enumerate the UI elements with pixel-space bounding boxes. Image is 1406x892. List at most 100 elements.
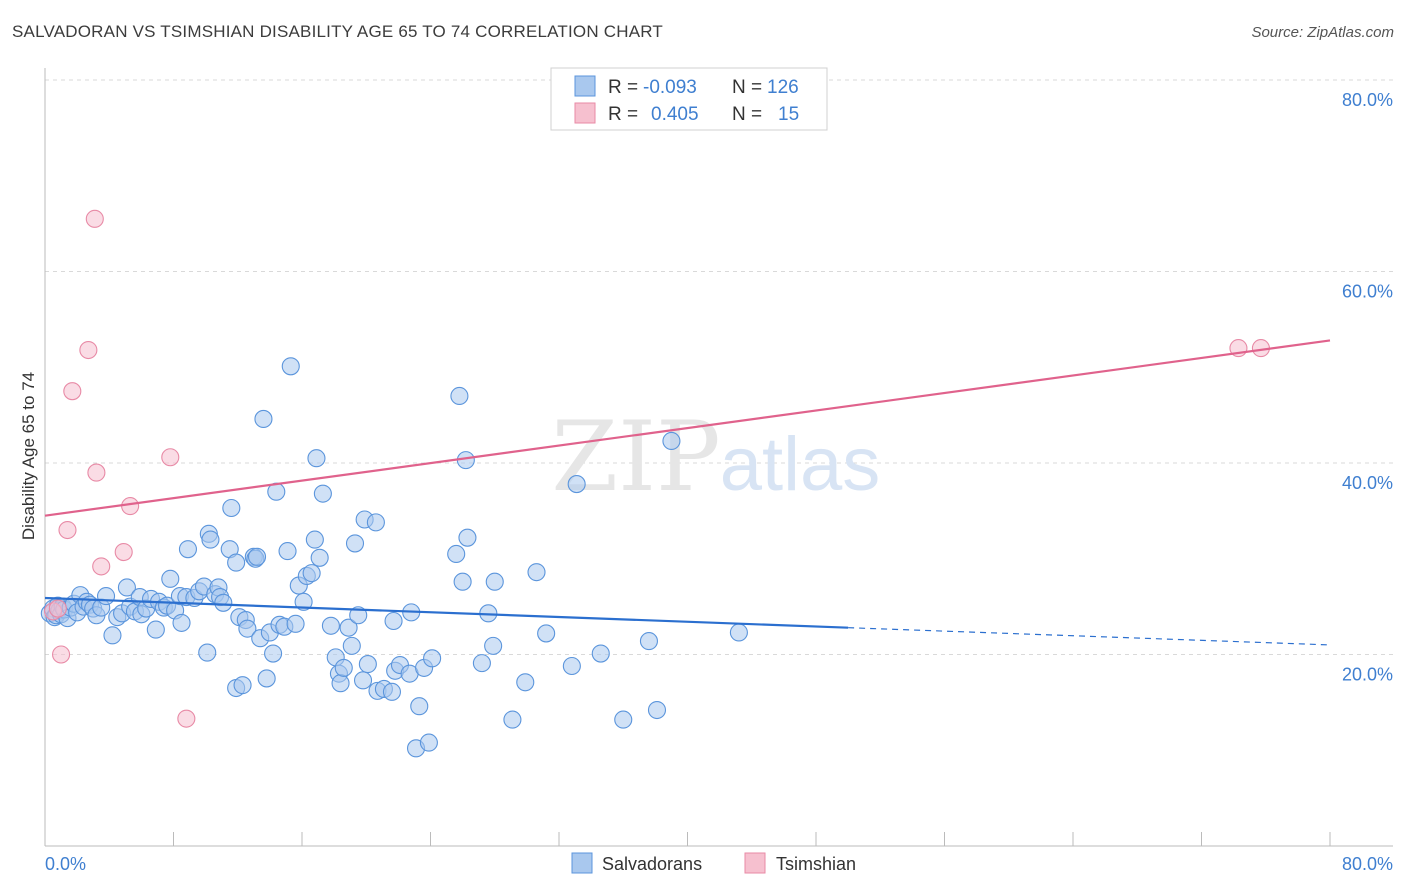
- data-point-salvadorans: [172, 613, 191, 632]
- legend: R = -0.093 N = 126 R = 0.405 N = 15: [550, 67, 828, 131]
- data-point-tsimshian: [177, 709, 196, 728]
- data-point-tsimshian: [161, 448, 180, 467]
- data-point-salvadorans: [96, 587, 116, 606]
- data-point-salvadorans: [485, 572, 504, 591]
- data-point-salvadorans: [423, 649, 442, 668]
- legend-r-value: 0.405: [651, 104, 699, 125]
- legend-r-label: R =: [608, 77, 638, 98]
- data-point-salvadorans: [345, 534, 365, 553]
- data-point-salvadorans: [384, 611, 403, 631]
- chart-title: SALVADORAN VS TSIMSHIAN DISABILITY AGE 6…: [12, 22, 664, 41]
- data-point-salvadorans: [516, 673, 535, 692]
- axes: [44, 68, 1393, 847]
- data-point-salvadorans: [161, 569, 180, 588]
- data-point-salvadorans: [302, 564, 321, 583]
- bottom-legend-label: Salvadorans: [602, 854, 702, 874]
- data-point-salvadorans: [238, 619, 257, 638]
- grid-lines: [45, 79, 1393, 655]
- y-tick-label: 40.0%: [1342, 473, 1393, 493]
- data-point-salvadorans: [591, 644, 610, 663]
- legend-n-label: N =: [732, 77, 762, 98]
- data-point-salvadorans: [334, 658, 353, 677]
- data-point-salvadorans: [458, 528, 477, 547]
- data-point-salvadorans: [214, 593, 233, 612]
- data-point-salvadorans: [247, 547, 267, 566]
- data-point-salvadorans: [382, 682, 402, 701]
- x-tick-label: 0.0%: [45, 854, 86, 874]
- data-point-salvadorans: [450, 386, 469, 406]
- data-point-salvadorans: [567, 475, 586, 494]
- data-point-salvadorans: [366, 513, 385, 532]
- data-point-salvadorans: [614, 710, 633, 729]
- data-point-salvadorans: [662, 431, 681, 451]
- data-point-salvadorans: [339, 618, 358, 637]
- legend-swatch-pink: [574, 102, 596, 124]
- data-point-salvadorans: [198, 643, 217, 662]
- data-point-salvadorans: [278, 542, 297, 561]
- legend-n-value: 15: [778, 104, 799, 125]
- data-point-salvadorans: [310, 548, 329, 567]
- data-point-salvadorans: [222, 498, 241, 518]
- trend-line-tsimshian: [44, 339, 1331, 517]
- data-point-tsimshian: [87, 463, 106, 482]
- data-point-salvadorans: [313, 484, 332, 503]
- data-point-tsimshian: [85, 209, 104, 228]
- data-point-salvadorans: [294, 592, 313, 611]
- data-point-tsimshian: [48, 599, 67, 618]
- y-tick-labels: 20.0% 40.0% 60.0% 80.0%: [1342, 90, 1393, 685]
- source-note: Source: ZipAtlas.com: [1251, 24, 1394, 41]
- trend-line-salvadorans: [44, 596, 849, 629]
- legend-n-value: 126: [767, 77, 799, 98]
- data-point-salvadorans: [321, 616, 340, 635]
- data-point-tsimshian: [114, 542, 133, 562]
- data-point-salvadorans: [562, 656, 581, 676]
- data-point-salvadorans: [307, 449, 326, 468]
- data-point-tsimshian: [52, 645, 71, 664]
- data-point-salvadorans: [537, 624, 556, 643]
- bottom-legend: Salvadorans Tsimshian: [571, 852, 856, 874]
- data-point-salvadorans: [447, 544, 466, 564]
- data-point-tsimshian: [92, 557, 111, 576]
- data-point-salvadorans: [117, 578, 136, 597]
- data-point-salvadorans: [419, 733, 438, 752]
- y-tick-label: 80.0%: [1342, 90, 1393, 110]
- data-point-salvadorans: [639, 632, 659, 651]
- data-point-salvadorans: [410, 697, 429, 716]
- trend-line-salvadorans-extension: [848, 627, 1331, 646]
- data-point-salvadorans: [201, 530, 220, 549]
- legend-box: [550, 67, 828, 131]
- data-point-salvadorans: [254, 409, 273, 429]
- y-tick-label: 20.0%: [1342, 665, 1393, 685]
- data-point-tsimshian: [121, 497, 140, 516]
- data-point-salvadorans: [227, 553, 246, 572]
- data-point-salvadorans: [353, 671, 373, 690]
- data-point-salvadorans: [264, 644, 283, 663]
- data-point-salvadorans: [233, 676, 252, 695]
- bottom-legend-swatch-pink: [744, 852, 766, 874]
- data-point-salvadorans: [349, 606, 368, 625]
- legend-n-label: N =: [732, 104, 762, 125]
- data-point-salvadorans: [257, 669, 276, 688]
- data-point-salvadorans: [305, 530, 324, 549]
- series-tsimshian: [43, 209, 1270, 728]
- data-point-salvadorans: [331, 674, 350, 693]
- x-tick-label: 80.0%: [1342, 854, 1393, 874]
- watermark-atlas: atlas: [720, 422, 881, 507]
- data-point-salvadorans: [647, 700, 667, 720]
- data-point-tsimshian: [58, 520, 77, 540]
- legend-r-value: -0.093: [643, 77, 697, 98]
- bottom-legend-swatch-blue: [571, 852, 593, 874]
- y-axis-title: Disability Age 65 to 74: [19, 372, 38, 540]
- data-point-salvadorans: [527, 563, 546, 582]
- data-point-salvadorans: [342, 636, 361, 655]
- data-point-salvadorans: [503, 710, 522, 729]
- data-point-salvadorans: [729, 623, 748, 642]
- data-point-salvadorans: [472, 654, 491, 673]
- watermark-zip: ZIP: [551, 401, 720, 513]
- x-tick-labels: 0.0% 80.0%: [45, 854, 1393, 874]
- data-point-salvadorans: [358, 655, 377, 674]
- data-point-salvadorans: [286, 614, 305, 633]
- bottom-legend-label: Tsimshian: [776, 854, 856, 874]
- data-point-salvadorans: [103, 626, 122, 645]
